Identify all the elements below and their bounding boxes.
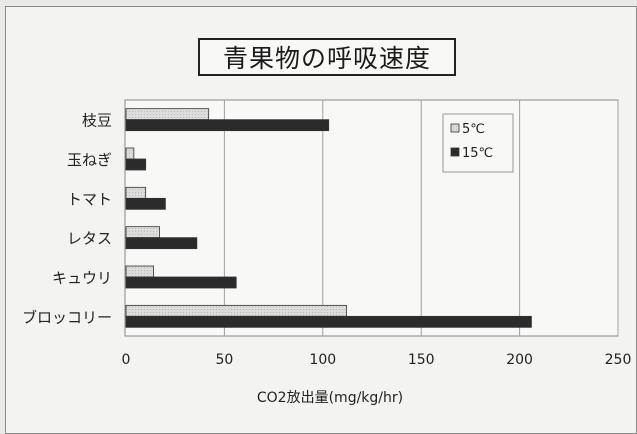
x-tick-label: 200 [506, 352, 533, 368]
bar-series-2 [125, 197, 166, 210]
bar-series-1 [125, 226, 160, 239]
x-tick-label: 50 [215, 352, 233, 368]
bar-series-1 [125, 108, 210, 121]
x-tick-label: 250 [605, 352, 632, 368]
category-label: トマト [67, 190, 112, 208]
category-label: ブロッコリー [22, 308, 112, 326]
legend: 5℃ 15℃ [442, 113, 514, 173]
bar-series-2 [125, 276, 237, 289]
bar-series-1 [125, 304, 347, 317]
legend-swatch [450, 123, 460, 133]
x-tick-label: 0 [122, 352, 131, 368]
category-label: キュウリ [52, 269, 112, 287]
bar-series-1 [125, 186, 147, 199]
chart-title: 青果物の呼吸速度 [198, 38, 456, 76]
bar-series-2 [125, 315, 532, 328]
legend-label: 5℃ [462, 122, 485, 137]
bar-series-2 [125, 119, 330, 132]
category-label: 玉ねぎ [67, 151, 112, 169]
x-tick-label: 100 [309, 352, 336, 368]
bars [125, 108, 532, 328]
x-axis-label: CO2放出量(mg/kg/hr) [257, 390, 403, 406]
category-label: レタス [67, 230, 112, 248]
x-tick-label: 150 [408, 352, 435, 368]
bar-series-1 [125, 147, 135, 160]
legend-label: 15℃ [462, 146, 493, 161]
bar-series-1 [125, 265, 154, 278]
legend-swatch [450, 147, 460, 157]
gridlines [223, 100, 619, 336]
bar-series-2 [125, 237, 198, 250]
bar-series-2 [125, 158, 147, 171]
x-tick-labels: 0 50 100 150 200 250 [122, 352, 632, 368]
category-label: 枝豆 [82, 112, 112, 130]
plot-area [124, 99, 619, 337]
